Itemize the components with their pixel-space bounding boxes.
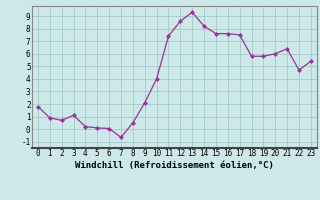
X-axis label: Windchill (Refroidissement éolien,°C): Windchill (Refroidissement éolien,°C) (75, 161, 274, 170)
